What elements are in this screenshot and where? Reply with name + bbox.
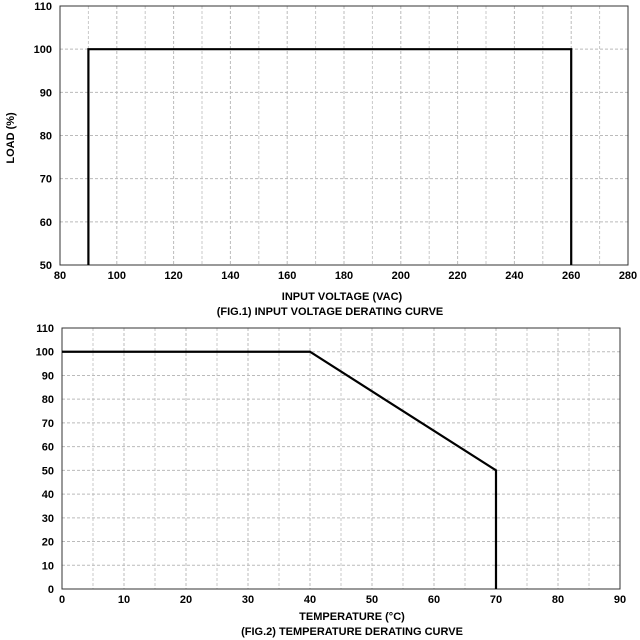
chart1-x-tick-label: 160 xyxy=(278,270,296,282)
chart1-x-tick-label: 220 xyxy=(448,270,466,282)
chart1-x-tick-label: 100 xyxy=(108,270,126,282)
chart1-y-tick-label: 50 xyxy=(40,260,52,272)
chart2-x-axis-label: TEMPERATURE (°C) xyxy=(299,611,405,623)
chart1-y-tick-label: 70 xyxy=(40,174,52,186)
chart1-x-tick-label: 280 xyxy=(619,270,637,282)
chart1-x-tick-label: 260 xyxy=(562,270,580,282)
chart2-y-tick-label: 100 xyxy=(36,347,54,359)
chart2-x-tick-label: 0 xyxy=(59,594,65,606)
chart2-x-tick-label: 90 xyxy=(614,594,626,606)
temperature-derating-chart: 0 10 20 30 40 50 60 70 80 90 0 10 20 30 40 50 60 70 80 90 10… xyxy=(36,323,626,606)
chart1-x-axis-label: INPUT VOLTAGE (VAC) xyxy=(282,291,403,303)
chart2-x-tick-label: 30 xyxy=(242,594,254,606)
chart2-x-tick-label: 10 xyxy=(118,594,130,606)
chart2-y-tick-label: 20 xyxy=(42,537,54,549)
chart2-y-tick-label: 30 xyxy=(42,513,54,525)
chart1-y-tick-label: 90 xyxy=(40,87,52,99)
chart2-y-tick-label: 110 xyxy=(36,323,54,335)
chart1-caption: (FIG.1) INPUT VOLTAGE DERATING CURVE xyxy=(217,306,444,318)
chart1-x-tick-label: 80 xyxy=(54,270,66,282)
chart2-y-tick-label: 10 xyxy=(42,560,54,572)
chart1-y-axis-label: LOAD (%) xyxy=(5,112,17,164)
chart1-y-tick-label: 110 xyxy=(34,1,52,13)
chart1-x-tick-label: 200 xyxy=(392,270,410,282)
chart1-x-tick-label: 240 xyxy=(505,270,523,282)
chart2-y-tick-label: 60 xyxy=(42,442,54,454)
input-voltage-derating-chart: 80 100 120 140 160 180 200 220 240 260 280 50 60 70 80… xyxy=(34,1,638,282)
chart2-plot-frame xyxy=(61,327,621,590)
chart1-x-tick-label: 180 xyxy=(335,270,353,282)
chart2-x-tick-label: 80 xyxy=(552,594,564,606)
chart2-y-tick-label: 70 xyxy=(42,418,54,430)
chart1-y-tick-label: 100 xyxy=(34,44,52,56)
chart2-y-tick-label: 40 xyxy=(42,489,54,501)
chart2-caption: (FIG.2) TEMPERATURE DERATING CURVE xyxy=(241,626,463,638)
chart2-x-tick-label: 50 xyxy=(366,594,378,606)
chart1-x-tick-label: 120 xyxy=(164,270,182,282)
chart2-y-tick-label: 80 xyxy=(42,394,54,406)
chart1-y-tick-label: 60 xyxy=(40,217,52,229)
chart1-derating-curve-line xyxy=(87,48,573,265)
chart1-plot-frame xyxy=(59,5,629,266)
chart2-x-tick-label: 60 xyxy=(428,594,440,606)
chart2-x-tick-label: 20 xyxy=(180,594,192,606)
chart2-x-tick-label: 70 xyxy=(490,594,502,606)
chart2-x-tick-label: 40 xyxy=(304,594,316,606)
chart2-derating-curve-line xyxy=(62,350,498,589)
chart2-y-tick-label: 50 xyxy=(42,465,54,477)
chart2-y-tick-label: 0 xyxy=(48,584,54,596)
chart1-x-tick-label: 140 xyxy=(221,270,239,282)
chart1-y-tick-label: 80 xyxy=(40,131,52,143)
chart2-y-tick-label: 90 xyxy=(42,370,54,382)
